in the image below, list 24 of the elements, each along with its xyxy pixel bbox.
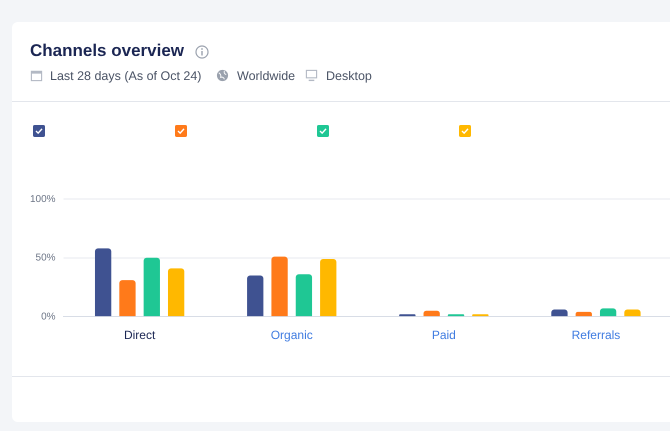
bar bbox=[94, 248, 112, 316]
bar bbox=[424, 310, 440, 316]
bar bbox=[168, 268, 184, 316]
bar bbox=[600, 308, 616, 316]
bar bbox=[320, 258, 336, 316]
text: Desktop bbox=[326, 69, 372, 83]
bar bbox=[271, 256, 288, 316]
bar bbox=[624, 310, 641, 316]
chart-subtitle: Last 28 days (As of Oct 24) bbox=[50, 69, 202, 83]
y-tick-label: 100% bbox=[30, 194, 56, 205]
y-tick-label: 0% bbox=[41, 311, 56, 322]
bar bbox=[247, 275, 264, 316]
text: Worldwide bbox=[237, 69, 296, 83]
x-tick-label: Referrals bbox=[572, 328, 620, 342]
x-tick-label: Organic bbox=[270, 328, 313, 342]
bar bbox=[119, 280, 136, 316]
chart-title: Channels overview bbox=[30, 41, 184, 61]
bar bbox=[296, 274, 312, 316]
bar bbox=[576, 312, 592, 316]
x-tick-label: Direct bbox=[124, 328, 156, 342]
bar bbox=[551, 310, 568, 316]
y-tick-label: 50% bbox=[36, 252, 56, 264]
x-tick-label: Paid bbox=[432, 328, 456, 342]
bar bbox=[144, 258, 160, 316]
